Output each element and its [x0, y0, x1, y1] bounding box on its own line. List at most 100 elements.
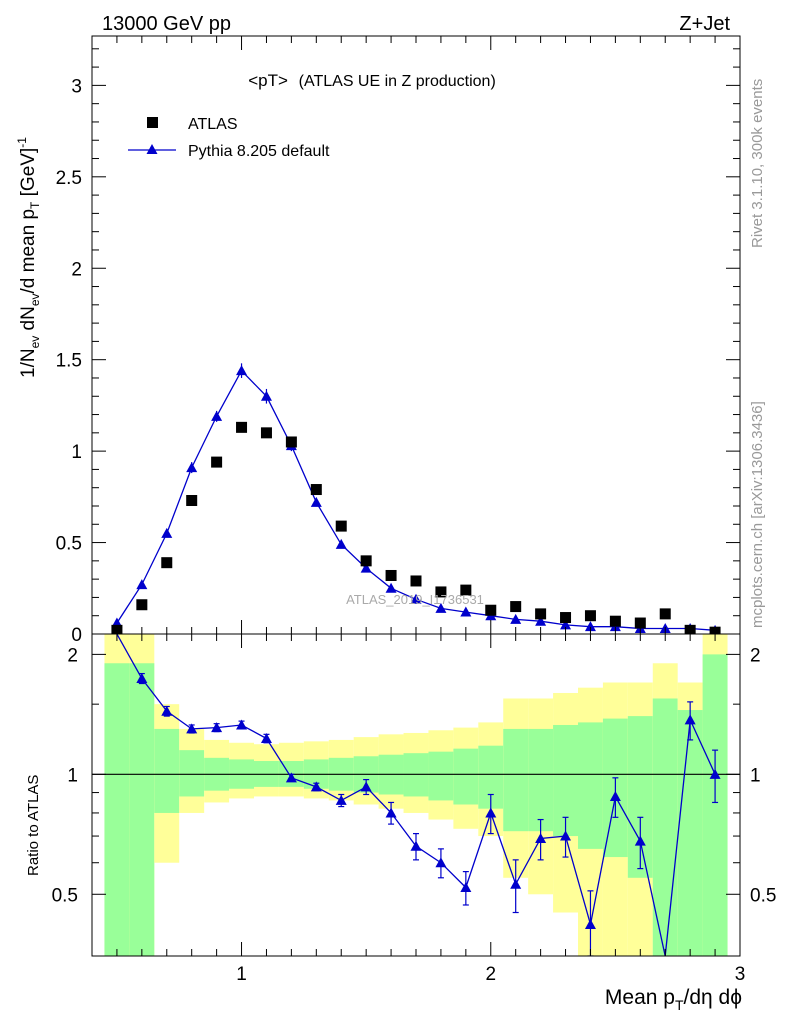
atlas-point: [634, 617, 646, 629]
atlas-point: [360, 555, 372, 567]
uncertainty-band-inner: [503, 728, 529, 832]
pythia-point: [310, 496, 322, 507]
atlas-point: [535, 608, 547, 620]
ratio-point: [684, 714, 696, 725]
ratio-point: [385, 807, 397, 818]
pythia-point: [584, 621, 596, 632]
main-y-tick-label: 1.5: [56, 351, 82, 372]
energy-label: 13000 GeV pp: [102, 13, 231, 35]
uncertainty-band-inner: [179, 750, 205, 797]
ratio-point: [535, 833, 547, 844]
analysis-watermark: ATLAS_2019_I1736531: [346, 592, 484, 607]
uncertainty-band-inner: [578, 722, 603, 849]
ratio-y-tick-label: 1: [67, 765, 78, 786]
ratio-point: [435, 857, 447, 868]
main-y-tick-label: 0.5: [56, 534, 82, 555]
ratio-point: [709, 768, 721, 779]
ratio-y-tick-label-right: 0.5: [750, 885, 776, 906]
pythia-point: [260, 390, 272, 401]
x-tick-label: 2: [485, 964, 496, 985]
ratio-point: [609, 790, 621, 801]
main-y-tick-label: 1: [71, 442, 82, 463]
ratio-y-tick-label-right: 2: [750, 645, 761, 666]
plot-title: <pT> (ATLAS UE in Z production): [248, 71, 496, 90]
uncertainty-band-inner: [677, 710, 703, 956]
pythia-point: [136, 579, 148, 590]
ratio-panel: 0.5 0.5 1 1 2 2 1 2 3 Ratio to ATLAS Mean pT/dη …: [25, 633, 776, 1013]
pythia-point: [460, 606, 472, 617]
pythia-point: [161, 527, 173, 538]
ratio-y-tick-label-right: 1: [750, 765, 761, 786]
atlas-point: [609, 615, 621, 627]
pythia-point: [535, 615, 547, 626]
main-panel: ATLAS_2019_I1736531 0 0.5 1 1.5 2 2.5 3 <pT> (…: [15, 35, 741, 646]
ratio-point: [186, 723, 198, 734]
atlas-point: [485, 604, 497, 616]
ratio-point: [560, 830, 572, 841]
atlas-point: [335, 520, 347, 532]
atlas-point: [310, 484, 322, 496]
ratio-point: [285, 772, 297, 783]
atlas-point: [410, 575, 422, 587]
atlas-point: [659, 608, 671, 620]
ratio-point: [236, 719, 248, 730]
atlas-point: [460, 584, 472, 596]
legend: ATLAS Pythia 8.205 default: [128, 116, 330, 160]
atlas-point: [560, 612, 572, 624]
pythia-point: [410, 593, 422, 604]
pythia-point: [335, 538, 347, 549]
pythia-point: [510, 613, 522, 624]
ratio-point: [136, 672, 148, 683]
atlas-point: [136, 599, 148, 611]
main-y-tick-label: 0: [71, 625, 82, 646]
ratio-point: [360, 781, 372, 792]
legend-pythia-label: Pythia 8.205 default: [188, 143, 330, 160]
legend-atlas-marker: [147, 117, 158, 128]
ratio-point: [460, 881, 472, 892]
atlas-point: [510, 601, 522, 613]
process-label: Z+Jet: [679, 13, 730, 35]
x-tick-label: 1: [236, 964, 247, 985]
ratio-point: [485, 807, 497, 818]
ratio-point: [211, 722, 223, 733]
rivet-version-label: Rivet 3.1.10, 300k events: [749, 79, 766, 248]
main-y-axis-label: 1/Nev dNev/d mean pT [GeV]-1: [15, 137, 42, 378]
atlas-point: [186, 495, 198, 507]
atlas-point: [584, 610, 596, 622]
pythia-point: [236, 365, 248, 376]
ratio-point: [584, 918, 596, 929]
ratio-y-tick-label: 2: [67, 645, 78, 666]
uncertainty-band-inner: [702, 654, 728, 956]
uncertainty-band-inner: [453, 748, 479, 805]
atlas-point: [211, 456, 223, 468]
pythia-point: [360, 562, 372, 573]
main-y-tick-label: 2.5: [56, 168, 82, 189]
ratio-point: [310, 781, 322, 792]
pythia-point: [385, 582, 397, 593]
uncertainty-band-inner: [528, 728, 554, 832]
uncertainty-band-inner: [154, 728, 180, 813]
legend-atlas-label: ATLAS: [188, 116, 238, 133]
pythia-point: [211, 410, 223, 421]
pythia-point: [186, 462, 198, 473]
mcplots-label: mcplots.cern.ch [arXiv:1306.3436]: [749, 401, 766, 628]
atlas-point: [435, 586, 447, 598]
main-y-tick-label: 2: [71, 259, 82, 280]
ratio-point: [634, 835, 646, 846]
legend-pythia-marker: [146, 144, 158, 154]
ratio-point: [161, 705, 173, 716]
atlas-point: [285, 436, 297, 448]
ratio-point: [335, 794, 347, 805]
ratio-point: [510, 878, 522, 889]
uncertainty-band-inner: [104, 663, 130, 956]
ratio-point: [410, 840, 422, 851]
ratio-point: [260, 733, 272, 744]
ratio-y-axis-label: Ratio to ATLAS: [25, 775, 42, 876]
uncertainty-band-inner: [129, 663, 155, 956]
uncertainty-band-inner: [652, 698, 678, 956]
pythia-point: [435, 602, 447, 613]
atlas-point: [161, 557, 173, 569]
atlas-point: [385, 569, 397, 581]
x-axis-label: Mean pT/dη dϕ: [605, 986, 742, 1013]
